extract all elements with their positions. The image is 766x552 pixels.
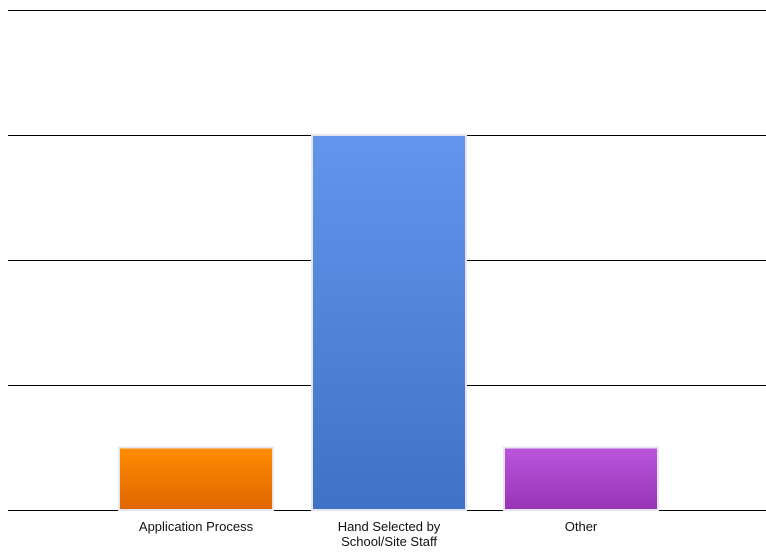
- x-tick-label-other: Other: [564, 519, 598, 534]
- x-tick-label-hand-selected: Hand Selected by School/Site Staff: [337, 519, 441, 549]
- x-tick-label-application-process: Application Process: [138, 519, 254, 534]
- bar-application-process: [118, 446, 274, 511]
- bars: [118, 134, 659, 511]
- bar-hand-selected-by-school-site-staff: [311, 134, 467, 511]
- bar-other: [503, 446, 659, 511]
